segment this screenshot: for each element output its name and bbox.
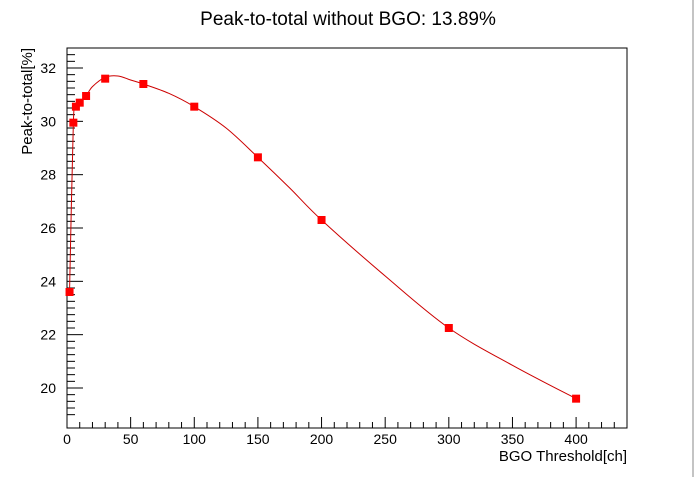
x-tick-label: 100 bbox=[183, 431, 207, 447]
x-tick-label: 0 bbox=[63, 431, 71, 447]
y-axis-title: Peak-to-total[%] bbox=[19, 48, 36, 155]
data-point bbox=[190, 102, 199, 111]
x-axis-title: BGO Threshold[ch] bbox=[499, 448, 627, 465]
y-tick-label: 30 bbox=[40, 113, 56, 129]
data-markers bbox=[65, 74, 581, 403]
plot-frame bbox=[66, 47, 628, 429]
x-tick-label: 50 bbox=[123, 431, 139, 447]
x-tick-label: 250 bbox=[374, 431, 398, 447]
x-tick-label: 150 bbox=[246, 431, 270, 447]
data-point bbox=[444, 324, 453, 332]
x-axis-ticks bbox=[66, 417, 628, 428]
data-point bbox=[65, 288, 74, 296]
y-tick-label: 26 bbox=[40, 220, 56, 236]
x-tick-label: 350 bbox=[501, 431, 525, 447]
y-tick-label: 32 bbox=[40, 60, 56, 76]
y-axis-tick-labels: 20 22 24 26 28 30 32 bbox=[40, 60, 56, 396]
y-tick-label: 28 bbox=[40, 167, 56, 183]
x-axis-tick-labels: 0 50 100 150 200 250 300 350 400 bbox=[63, 431, 588, 447]
data-point bbox=[82, 92, 91, 100]
chart-title: Peak-to-total without BGO: 13.89% bbox=[200, 9, 496, 30]
data-point bbox=[101, 74, 110, 83]
data-point bbox=[139, 80, 148, 88]
data-point bbox=[253, 153, 262, 162]
fit-curve-line bbox=[69, 75, 577, 400]
y-tick-label: 20 bbox=[40, 380, 56, 396]
data-point bbox=[572, 394, 581, 403]
y-axis-ticks bbox=[67, 54, 83, 416]
y-tick-label: 24 bbox=[40, 273, 56, 289]
data-point bbox=[75, 98, 84, 107]
x-tick-label: 200 bbox=[310, 431, 334, 447]
data-point bbox=[69, 118, 78, 127]
x-tick-label: 400 bbox=[564, 431, 588, 447]
y-tick-label: 22 bbox=[40, 327, 56, 343]
x-tick-label: 300 bbox=[437, 431, 461, 447]
data-point bbox=[317, 216, 326, 224]
